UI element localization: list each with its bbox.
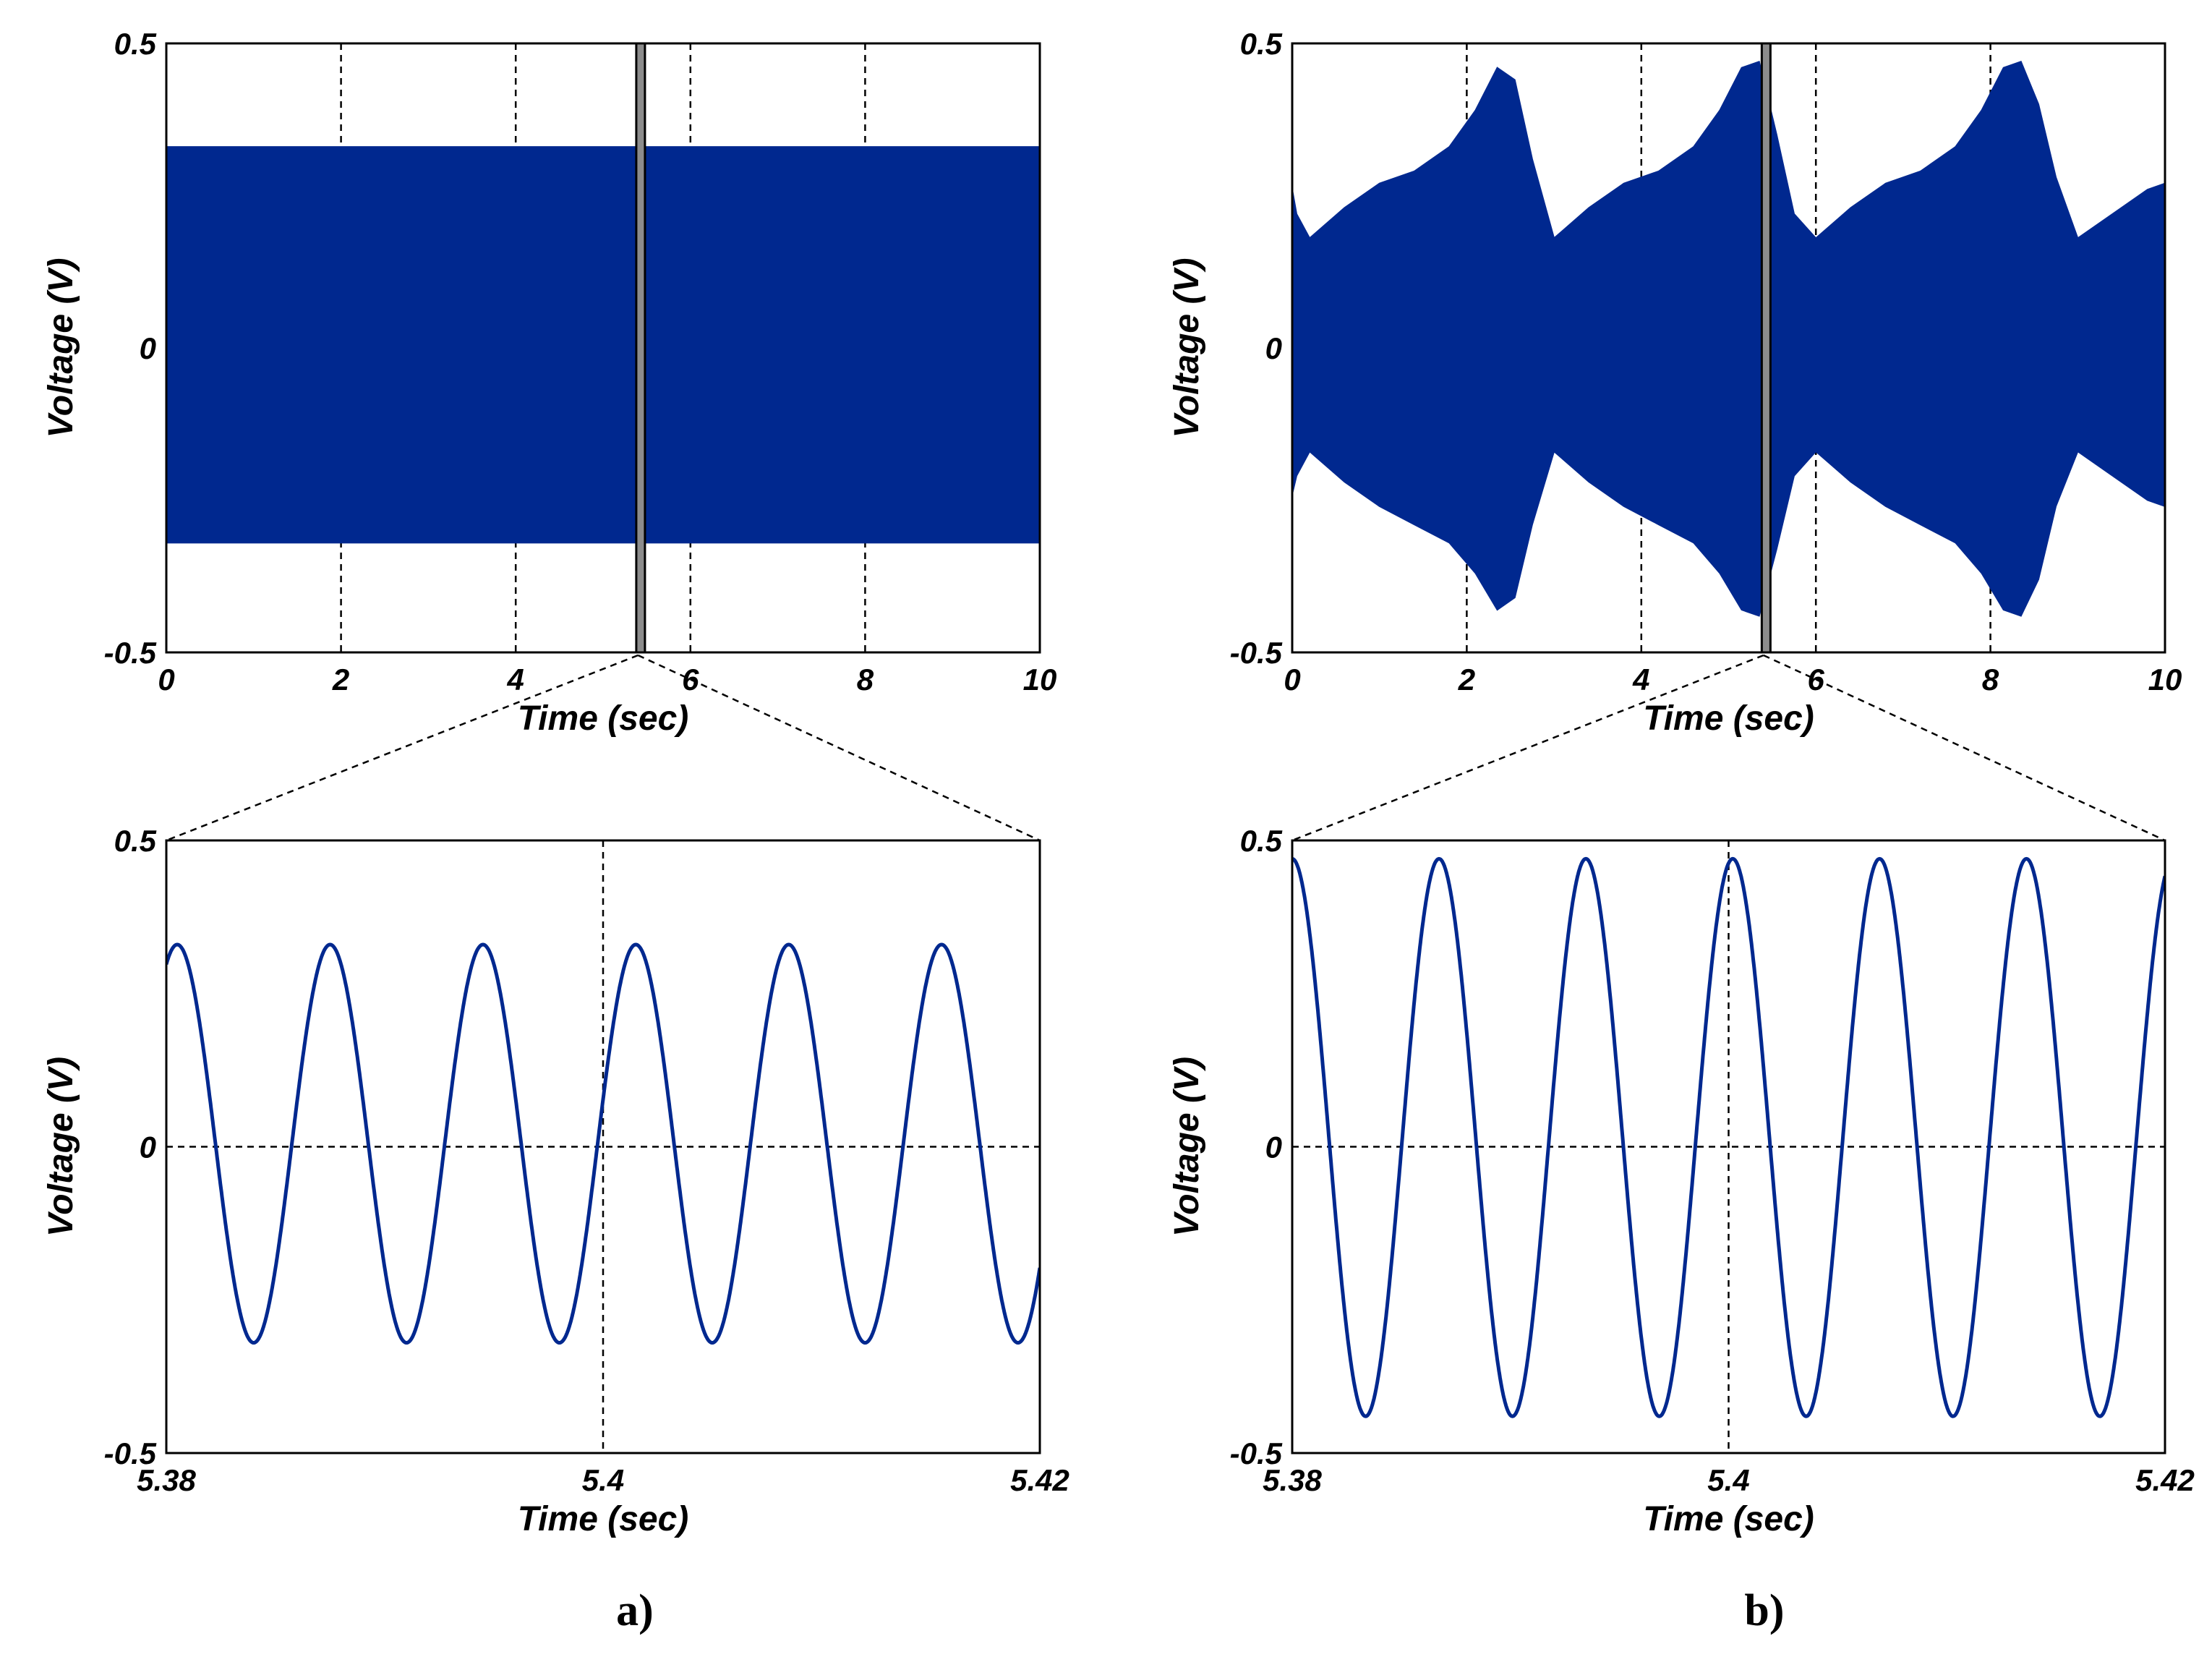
data-area	[1292, 856, 2165, 1418]
y-axis-label: Voltage (V)	[42, 1057, 80, 1237]
signal-envelope	[166, 146, 1040, 544]
x-tick-label: 5.4	[582, 1463, 624, 1497]
signal-line	[1292, 856, 2165, 1418]
panel-label-b: b)	[1744, 1586, 1784, 1635]
y-tick-label: -0.5	[1230, 636, 1283, 670]
axes-frame	[1291, 839, 2166, 1454]
x-axis-label: Time (sec)	[1643, 699, 1814, 738]
data-area	[166, 942, 1040, 1345]
x-axis-label: Time (sec)	[1643, 1500, 1814, 1538]
x-tick-label: 5.42	[1010, 1463, 1069, 1497]
y-axis-label: Voltage (V)	[1168, 1057, 1206, 1237]
y-tick-label: -0.5	[104, 636, 157, 670]
axes-frame	[165, 839, 1041, 1454]
x-tick-label: 6	[1808, 663, 1825, 697]
x-tick-label: 5.4	[1707, 1463, 1749, 1497]
x-tick-label: 0	[1284, 663, 1300, 697]
x-tick-label: 8	[1982, 663, 1999, 697]
x-tick-label: 6	[682, 663, 699, 697]
zoom-connector	[1291, 654, 1764, 842]
x-tick-label: 5.38	[137, 1463, 196, 1497]
y-tick-label: 0.5	[1240, 824, 1283, 858]
zoom-connector	[1763, 654, 2166, 842]
axes-frame	[165, 42, 1041, 654]
x-tick-label: 8	[857, 663, 874, 697]
signal-line	[166, 942, 1040, 1345]
x-tick-label: 10	[1023, 663, 1057, 697]
y-tick-label: 0	[140, 1130, 156, 1164]
x-tick-label: 4	[507, 663, 524, 697]
data-area	[166, 146, 1040, 544]
zoom-connector-lines	[166, 654, 2166, 842]
x-tick-label: 2	[1458, 663, 1475, 697]
x-axis-label: Time (sec)	[518, 699, 689, 738]
y-tick-label: 0.5	[114, 824, 157, 858]
plot-b_zoom: 5.38 5.4 5.42 -0.5 0 0.5 Time (sec) Voltage (V)	[1168, 824, 2195, 1538]
x-tick-label: 5.38	[1263, 1463, 1322, 1497]
zoom-connector	[166, 654, 639, 842]
panel-label-a: a)	[616, 1586, 654, 1635]
y-tick-label: 0.5	[114, 27, 157, 61]
y-tick-label: 0.5	[1240, 27, 1283, 61]
x-tick-label: 4	[1632, 663, 1649, 697]
y-tick-label: -0.5	[1230, 1436, 1283, 1470]
y-tick-label: 0	[1265, 331, 1282, 365]
y-axis-label: Voltage (V)	[1168, 258, 1206, 438]
x-axis-label: Time (sec)	[518, 1500, 689, 1538]
data-area	[1292, 60, 2165, 617]
y-axis-label: Voltage (V)	[42, 258, 80, 438]
y-tick-label: -0.5	[104, 1436, 157, 1470]
x-tick-label: 0	[158, 663, 174, 697]
zoom-marker	[1760, 42, 1772, 654]
zoom-marker	[635, 42, 646, 654]
axes-frame	[1291, 42, 2166, 654]
zoom-connector	[637, 654, 1041, 842]
x-tick-label: 5.42	[2135, 1463, 2195, 1497]
x-tick-label: 10	[2148, 663, 2182, 697]
y-tick-label: 0	[1265, 1130, 1282, 1164]
x-tick-label: 2	[332, 663, 349, 697]
y-tick-label: 0	[140, 331, 156, 365]
signal-envelope	[1292, 60, 2165, 617]
plot-a_zoom: 5.38 5.4 5.42 -0.5 0 0.5 Time (sec) Voltage (V)	[42, 824, 1069, 1538]
